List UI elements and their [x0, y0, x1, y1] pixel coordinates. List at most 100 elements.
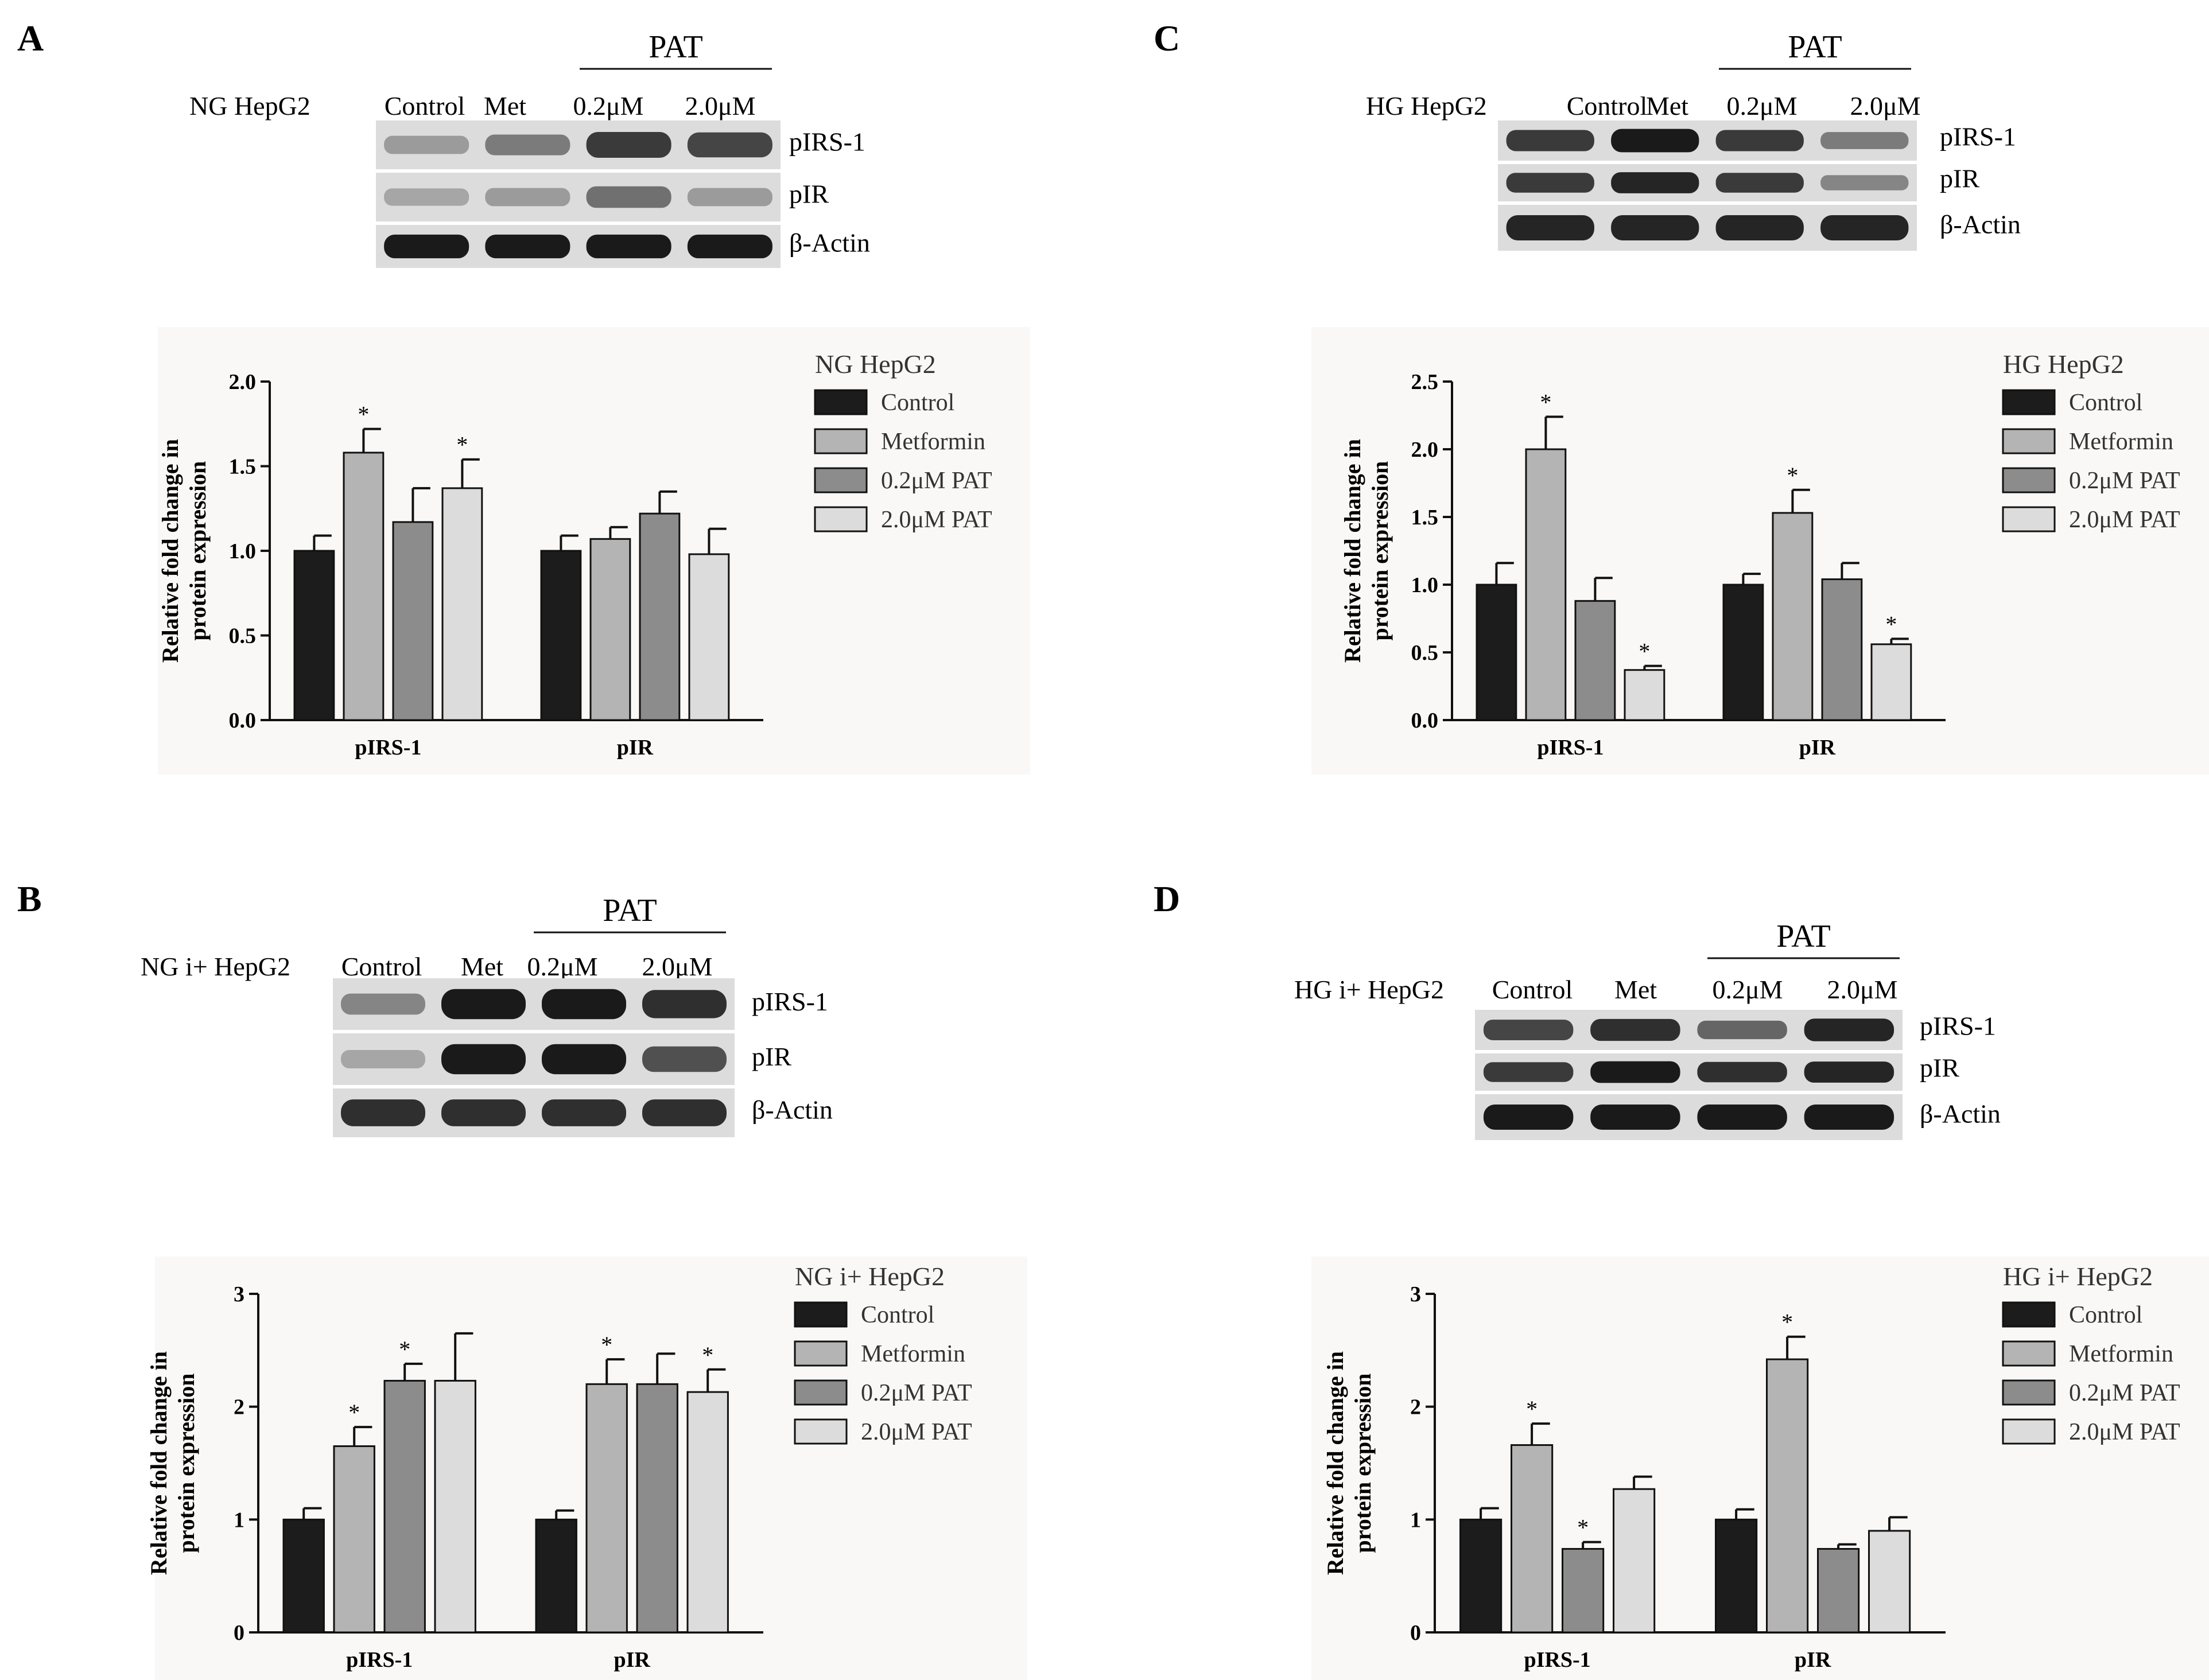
band-label: pIR	[1920, 1053, 1959, 1082]
blot-band	[1820, 132, 1909, 149]
legend-swatch	[794, 1418, 848, 1445]
blot-band	[1506, 173, 1594, 193]
legend-entry: Control	[861, 1302, 934, 1328]
x-category-label: pIRS-1	[346, 1648, 413, 1672]
legend-swatch	[2002, 1418, 2056, 1445]
significance-marker: *	[456, 432, 468, 458]
panel-a: A NG HepG2 Control Met 0.2μM 2.0μM PAT pIRS-1 pI…	[17, 18, 1030, 775]
blot-band	[542, 989, 626, 1020]
legend: HG i+ HepG2 Control Metformin 0.2μM PAT 2.0μ…	[2002, 1262, 2180, 1445]
blot-band	[341, 1099, 425, 1126]
bar	[1562, 1547, 1605, 1634]
y-tick-label: 2.5	[1411, 370, 1439, 394]
bar	[1817, 1547, 1860, 1634]
blot-band	[1483, 1062, 1574, 1082]
significance-marker: *	[358, 402, 369, 427]
panel-d: D HG i+ HepG2 Control Met 0.2μM 2.0μM PAT pIRS-…	[1154, 878, 2209, 1680]
bar	[1821, 578, 1863, 721]
legend-swatch	[814, 428, 868, 454]
blot-band	[687, 188, 772, 207]
y-tick-label: 1.0	[1411, 573, 1439, 597]
band-label: pIRS-1	[1940, 122, 2016, 151]
band-label: β-Actin	[1920, 1099, 2001, 1129]
legend-swatch	[794, 1340, 848, 1367]
bar	[688, 553, 730, 721]
legend-title: NG i+ HepG2	[795, 1262, 945, 1291]
blot-band	[1715, 173, 1804, 193]
lane-label: 2.0μM	[1850, 91, 1920, 120]
legend-entry: Metformin	[2069, 429, 2173, 455]
y-tick-label: 3	[234, 1282, 244, 1306]
blot-band	[1697, 1020, 1787, 1040]
legend-swatch	[794, 1301, 848, 1328]
lane-label: 0.2μM	[1712, 975, 1783, 1004]
legend-entry: 0.2μM PAT	[861, 1380, 972, 1406]
y-axis-label-line1: Relative fold change in	[1322, 1351, 1348, 1575]
legend: NG HepG2 Control Metformin 0.2μM PAT 2.0μM P…	[814, 349, 992, 533]
blot-band	[542, 1099, 626, 1126]
legend-entry: 2.0μM PAT	[2069, 507, 2180, 533]
legend-entry: Control	[2069, 390, 2142, 416]
blot-band	[1820, 215, 1909, 240]
blot-band	[1506, 130, 1594, 151]
bar	[1574, 600, 1616, 721]
band-label: β-Actin	[1940, 210, 2021, 239]
legend-swatch	[2002, 467, 2056, 493]
bar	[1766, 1358, 1809, 1634]
blot-cell-label: NG i+ HepG2	[141, 952, 290, 981]
blot-band	[642, 990, 727, 1018]
y-tick-label: 2	[234, 1395, 244, 1420]
lane-label: Met	[1646, 91, 1688, 120]
bar	[1613, 1488, 1656, 1634]
significance-marker: *	[1639, 639, 1650, 664]
legend-swatch	[2002, 1340, 2056, 1367]
band-label: β-Actin	[789, 228, 870, 258]
blot-band	[441, 1099, 526, 1126]
bar	[441, 487, 483, 721]
y-tick-label: 0	[234, 1621, 244, 1645]
lane-label: Control	[1492, 975, 1573, 1004]
significance-marker: *	[1526, 1396, 1538, 1422]
significance-marker: *	[702, 1342, 713, 1368]
bar	[1722, 584, 1764, 721]
lane-label: Control	[341, 952, 422, 981]
bar	[1459, 1518, 1503, 1634]
x-category-label: pIRS-1	[1524, 1648, 1591, 1672]
panel-letter: B	[17, 878, 42, 919]
legend-swatch	[2002, 389, 2056, 415]
legend-title: HG HepG2	[2003, 349, 2124, 379]
y-tick-label: 1	[1410, 1508, 1421, 1532]
band-label: pIRS-1	[1920, 1011, 1996, 1040]
y-tick-label: 0.5	[229, 624, 257, 648]
blot-band	[341, 1050, 425, 1068]
y-axis-label-line1: Relative fold change in	[1340, 439, 1365, 663]
legend-entry: 2.0μM PAT	[2069, 1419, 2180, 1445]
pat-group-label: PAT	[1788, 29, 1842, 65]
blot-band	[542, 1044, 626, 1075]
legend-swatch	[794, 1379, 848, 1406]
significance-marker: *	[601, 1332, 612, 1358]
blot-band	[1697, 1061, 1787, 1083]
significance-marker: *	[1787, 462, 1798, 488]
y-axis-label-line2: protein expression	[1367, 461, 1393, 641]
band-label: pIRS-1	[789, 127, 865, 157]
y-tick-label: 2.0	[229, 370, 257, 394]
lane-label: Met	[1614, 975, 1657, 1004]
blot-band	[642, 1046, 727, 1072]
lane-label: 2.0μM	[642, 952, 712, 981]
y-tick-label: 1	[234, 1508, 244, 1532]
blot-band	[1483, 1020, 1574, 1040]
legend-entry: 2.0μM PAT	[861, 1419, 972, 1445]
blot-band	[586, 186, 671, 208]
band-label: pIR	[1940, 164, 1979, 193]
y-axis-label: Relative fold change in protein expressio…	[157, 439, 211, 663]
legend-swatch	[814, 389, 868, 415]
y-axis-label-line1: Relative fold change in	[157, 439, 183, 663]
y-tick-label: 2.0	[1411, 438, 1439, 462]
bar	[585, 1383, 628, 1634]
blot-band	[1590, 1105, 1680, 1130]
blot-band	[1590, 1018, 1680, 1041]
blot-band	[1804, 1061, 1894, 1083]
